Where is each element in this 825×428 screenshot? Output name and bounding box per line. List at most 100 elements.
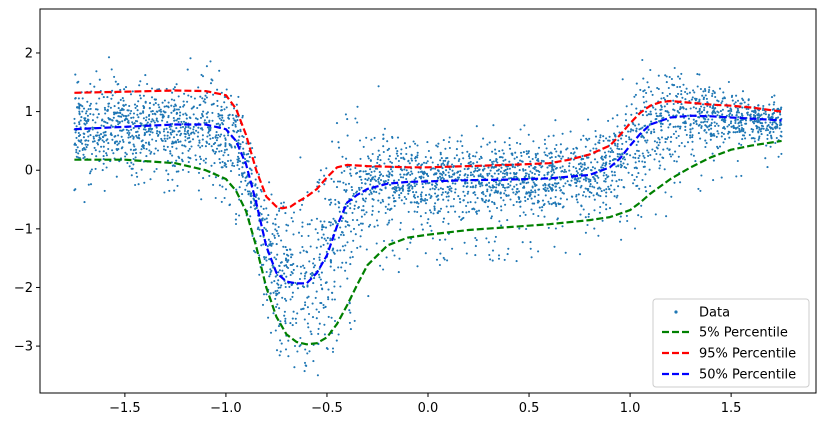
data-point [416,265,419,268]
legend-label-5-percentile: 5% Percentile [699,326,788,341]
data-point [219,135,222,138]
data-point [80,116,83,119]
data-point [555,204,558,208]
data-point [147,141,150,144]
data-point [376,158,379,161]
data-point [194,117,198,120]
data-point [145,131,148,134]
data-point [308,350,311,353]
data-point [234,123,237,126]
data-point [727,132,730,135]
data-point [146,121,149,124]
data-point [406,247,409,251]
data-point [642,90,645,93]
data-point [584,216,587,219]
data-point [82,107,86,110]
data-point [210,164,213,167]
data-point [477,180,481,183]
data-point [580,158,583,161]
data-point [181,168,185,171]
data-point [641,178,644,182]
data-point [235,131,238,134]
data-point [615,196,618,199]
data-point [317,327,320,330]
data-point [397,186,400,189]
data-point [189,57,192,60]
data-point [77,139,80,142]
data-point [522,151,525,154]
data-point [197,86,200,89]
data-point [660,129,663,132]
data-point [421,172,424,175]
data-point [462,185,465,188]
data-point [420,175,423,178]
data-point [90,168,93,171]
data-point [197,189,200,192]
data-point [650,113,653,116]
data-point [575,181,578,184]
data-point [519,200,522,203]
data-point [708,86,711,89]
data-point [622,186,625,189]
data-point [665,75,668,78]
data-point [493,172,496,175]
data-point [738,127,741,130]
data-point [664,141,667,144]
data-point [659,153,662,156]
data-point [435,195,438,198]
data-point [319,245,322,248]
data-point [498,150,501,153]
data-point [227,134,230,137]
data-point [507,194,510,197]
data-point [204,101,207,104]
data-point [250,172,253,175]
data-point [497,184,500,187]
data-point [563,168,566,171]
data-point [718,145,722,148]
data-point [322,303,325,307]
data-point [408,182,411,185]
data-point [173,189,176,192]
data-point [347,182,351,185]
data-point [371,165,374,169]
data-point [494,140,497,143]
data-point [769,121,772,124]
data-point [716,110,719,113]
data-point [427,149,430,153]
data-point [585,137,588,140]
data-point [452,205,455,208]
data-point [752,128,755,131]
data-point [703,117,706,120]
data-point [278,264,281,267]
data-point [139,80,142,83]
data-point [276,282,279,285]
data-point [329,237,332,240]
data-point [91,119,94,122]
data-point [610,149,614,152]
data-point [117,142,120,145]
data-point [630,138,633,141]
data-point [177,170,180,173]
data-point [97,113,100,116]
data-point [234,218,237,221]
data-point [416,156,419,159]
data-point [290,284,293,287]
data-point [693,97,697,100]
data-point [150,96,154,99]
data-point [608,155,611,158]
data-point [78,110,81,113]
data-point [668,114,671,117]
data-point [599,136,602,139]
data-point [270,281,273,284]
data-point [533,202,536,205]
data-point [151,110,154,113]
data-point [218,150,221,153]
data-point [150,120,153,123]
data-point [102,131,105,134]
data-point [89,134,92,137]
data-point [349,230,353,233]
data-point [587,187,590,191]
data-point [129,93,133,96]
data-point [487,166,490,169]
data-point [616,142,619,146]
